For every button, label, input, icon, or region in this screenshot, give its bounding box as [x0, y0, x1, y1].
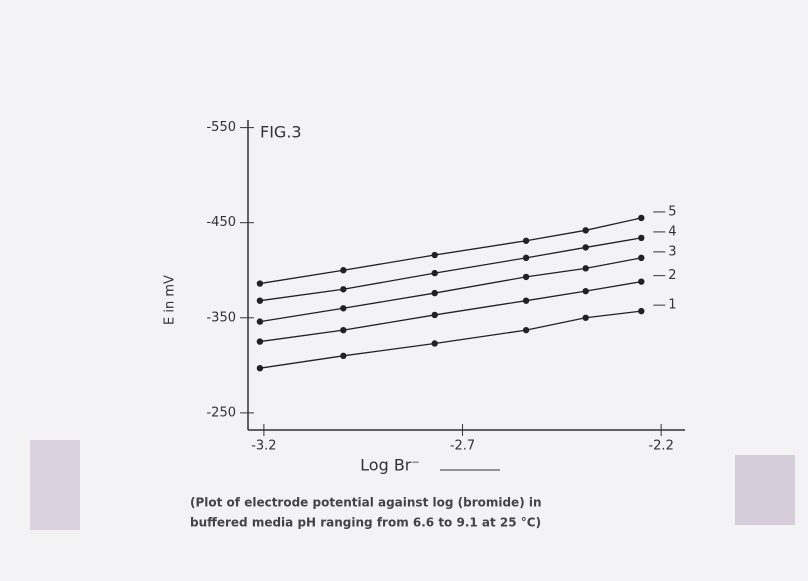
legend-label: 5 — [668, 204, 676, 219]
data-point — [256, 338, 264, 345]
legend-label: 1 — [668, 298, 676, 313]
series-line — [259, 237, 642, 302]
data-point — [340, 286, 347, 293]
data-point — [431, 340, 438, 347]
data-point — [582, 244, 589, 251]
series-line — [259, 310, 642, 369]
series-line — [259, 281, 642, 343]
series-line — [259, 257, 642, 323]
smudge — [30, 440, 80, 530]
data-point — [340, 352, 347, 360]
data-point — [638, 307, 645, 315]
data-point — [340, 267, 347, 274]
caption: buffered media pH ranging from 6.6 to 9.… — [190, 516, 541, 530]
data-point — [638, 234, 645, 242]
data-point — [582, 265, 589, 272]
data-point — [431, 251, 438, 259]
data-point — [256, 318, 264, 325]
y-tick-label: -250 — [206, 405, 236, 420]
y-axis-label: E in mV — [163, 275, 178, 325]
caption: (Plot of electrode potential against log… — [190, 496, 542, 510]
data-point — [582, 314, 589, 321]
data-point — [256, 280, 264, 287]
data-point — [522, 237, 530, 244]
data-point — [431, 269, 438, 277]
data-point — [340, 305, 347, 312]
data-point — [582, 287, 589, 295]
y-tick-label: -450 — [206, 215, 236, 230]
chart-title: FIG.3 — [260, 123, 302, 142]
data-point — [522, 326, 530, 334]
legend-label: 2 — [668, 268, 676, 283]
data-point — [431, 289, 438, 297]
data-point — [340, 326, 347, 334]
y-tick-label: -550 — [206, 120, 236, 135]
data-point — [638, 278, 645, 285]
data-point — [638, 254, 645, 262]
data-point — [522, 254, 530, 262]
smudge — [735, 455, 795, 525]
data-point — [256, 297, 264, 304]
legend-label: 4 — [668, 224, 676, 239]
data-point — [638, 214, 645, 222]
data-point — [522, 273, 530, 281]
data-point — [582, 227, 589, 234]
x-tick-label: -2.2 — [648, 439, 673, 454]
data-point — [431, 311, 438, 319]
series-line — [259, 217, 642, 285]
data-point — [256, 364, 264, 372]
legend-label: 3 — [668, 244, 676, 259]
x-tick-label: -3.2 — [251, 439, 276, 454]
x-tick-label: -2.7 — [450, 439, 475, 454]
y-tick-label: -350 — [206, 310, 236, 325]
data-point — [522, 297, 530, 304]
x-axis-label: Log Br⁻ — [360, 456, 420, 475]
